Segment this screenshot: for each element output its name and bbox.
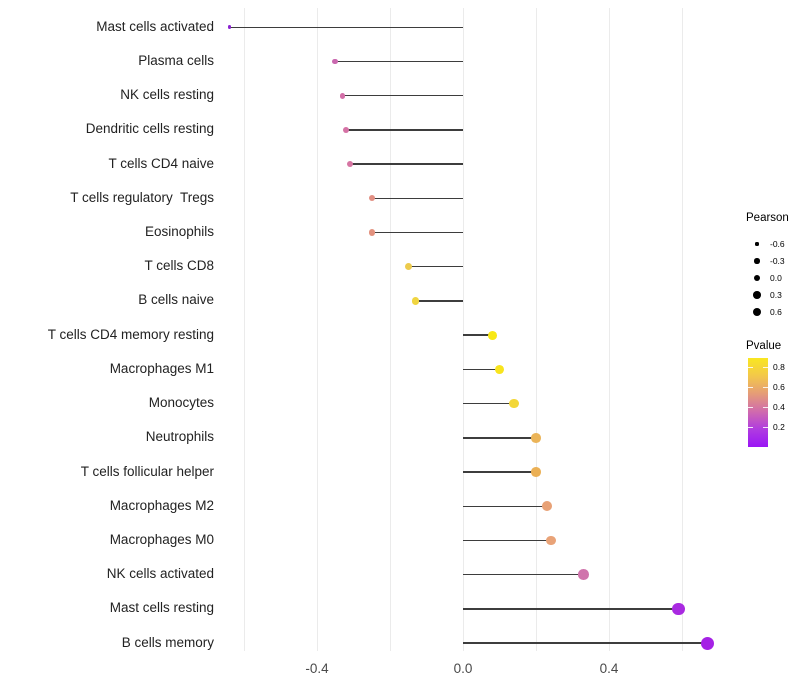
legend-size-dot: [754, 258, 760, 264]
lollipop-stem: [349, 163, 463, 165]
lollipop-dot: [339, 92, 346, 99]
lollipop-stem: [371, 197, 463, 199]
legend-size-label: 0.3: [770, 290, 782, 300]
y-axis-label: T cells CD4 memory resting: [47, 326, 214, 342]
lollipop-stem: [463, 539, 551, 542]
lollipop-dot: [332, 58, 339, 65]
legend-size-dot: [752, 307, 762, 317]
lollipop-dot: [531, 467, 541, 477]
lollipop-dot: [346, 161, 353, 168]
y-axis-label: NK cells activated: [106, 566, 214, 582]
colorbar-tick-mark: [748, 367, 753, 368]
colorbar-tick-mark: [763, 367, 768, 368]
lollipop-dot: [404, 263, 412, 271]
x-axis-tick-label: -0.4: [305, 661, 329, 676]
colorbar-tick-label: 0.2: [773, 422, 785, 432]
y-axis-label: NK cells resting: [120, 87, 214, 103]
lollipop-stem: [463, 471, 536, 473]
y-axis-label: Dendritic cells resting: [85, 121, 214, 137]
colorbar-tick-mark: [763, 407, 768, 408]
lollipop-dot: [578, 569, 589, 580]
x-gridline: [608, 8, 610, 651]
x-gridline: [681, 8, 683, 651]
y-axis-label: Macrophages M0: [109, 532, 214, 547]
y-axis-label: Mast cells activated: [96, 18, 214, 34]
x-gridline: [316, 8, 318, 651]
colorbar-tick-mark: [748, 427, 753, 428]
lollipop-stem: [463, 334, 493, 336]
pvalue-gradient-bar: [748, 358, 768, 447]
lollipop-stem: [335, 60, 463, 63]
y-axis-label: Plasma cells: [138, 52, 214, 68]
x-gridline: [462, 8, 464, 651]
y-axis-label: T cells CD4 naive: [108, 155, 214, 171]
lollipop-dot: [495, 364, 504, 374]
colorbar-tick-mark: [763, 427, 768, 428]
lollipop-stem: [463, 642, 708, 644]
x-axis-tick-label: 0.0: [453, 661, 473, 676]
lollipop-stem: [463, 574, 584, 576]
lollipop-dot: [701, 636, 715, 650]
x-gridline: [535, 8, 537, 651]
lollipop-stem: [371, 231, 463, 234]
legend-size-dot: [753, 291, 761, 299]
lollipop-dot: [227, 25, 232, 29]
legend-pvalue-title: Pvalue: [746, 340, 782, 352]
lollipop-dot: [545, 535, 556, 546]
lollipop-dot: [672, 602, 685, 616]
x-gridline: [389, 8, 391, 651]
y-axis-label: T cells CD8: [144, 258, 214, 274]
lollipop-dot: [343, 126, 350, 133]
colorbar-tick-label: 0.4: [773, 402, 785, 412]
y-axis-label: T cells regulatory Tregs: [70, 189, 214, 205]
lollipop-dot: [509, 399, 519, 409]
lollipop-stem: [408, 266, 463, 268]
y-axis-label: B cells memory: [121, 634, 214, 650]
y-axis-label: Macrophages M2: [109, 497, 214, 513]
colorbar-tick-mark: [763, 387, 768, 388]
x-gridline: [243, 8, 245, 651]
lollipop-dot: [368, 229, 375, 236]
lollipop-stem: [463, 402, 515, 405]
lollipop-stem: [415, 300, 463, 302]
lollipop-stem: [463, 437, 536, 439]
colorbar-tick-mark: [748, 407, 753, 408]
y-axis-label: Neutrophils: [145, 429, 214, 445]
y-axis-label: B cells naive: [138, 292, 214, 308]
lollipop-stem: [229, 26, 463, 28]
legend-size-dot: [753, 274, 761, 282]
colorbar-tick-mark: [748, 387, 753, 388]
lollipop-stem: [342, 94, 463, 97]
lollipop-stem: [463, 368, 500, 371]
colorbar-tick-label: 0.6: [773, 382, 785, 392]
lollipop-dot: [411, 297, 420, 305]
lollipop-stem: [346, 129, 463, 131]
legend-pearson-title: Pearson: [746, 212, 789, 224]
lollipop-stem: [463, 608, 679, 610]
legend-size-dot: [755, 242, 759, 246]
lollipop-dot: [542, 501, 552, 512]
y-axis-label: Eosinophils: [144, 224, 214, 240]
lollipop-stem: [463, 505, 547, 507]
lollipop-dot: [487, 330, 497, 340]
y-axis-label: Monocytes: [148, 395, 214, 411]
y-axis-label: Mast cells resting: [109, 600, 214, 616]
y-axis-label: Macrophages M1: [109, 360, 214, 376]
legend-size-label: -0.3: [770, 256, 785, 266]
lollipop-dot: [531, 433, 541, 443]
legend-size-label: -0.6: [770, 239, 785, 249]
legend-size-label: 0.0: [770, 273, 782, 283]
legend-size-label: 0.6: [770, 307, 782, 317]
y-axis-label: T cells follicular helper: [80, 463, 214, 479]
x-axis-tick-label: 0.4: [599, 661, 619, 676]
lollipop-dot: [368, 195, 375, 202]
colorbar-tick-label: 0.8: [773, 362, 785, 372]
